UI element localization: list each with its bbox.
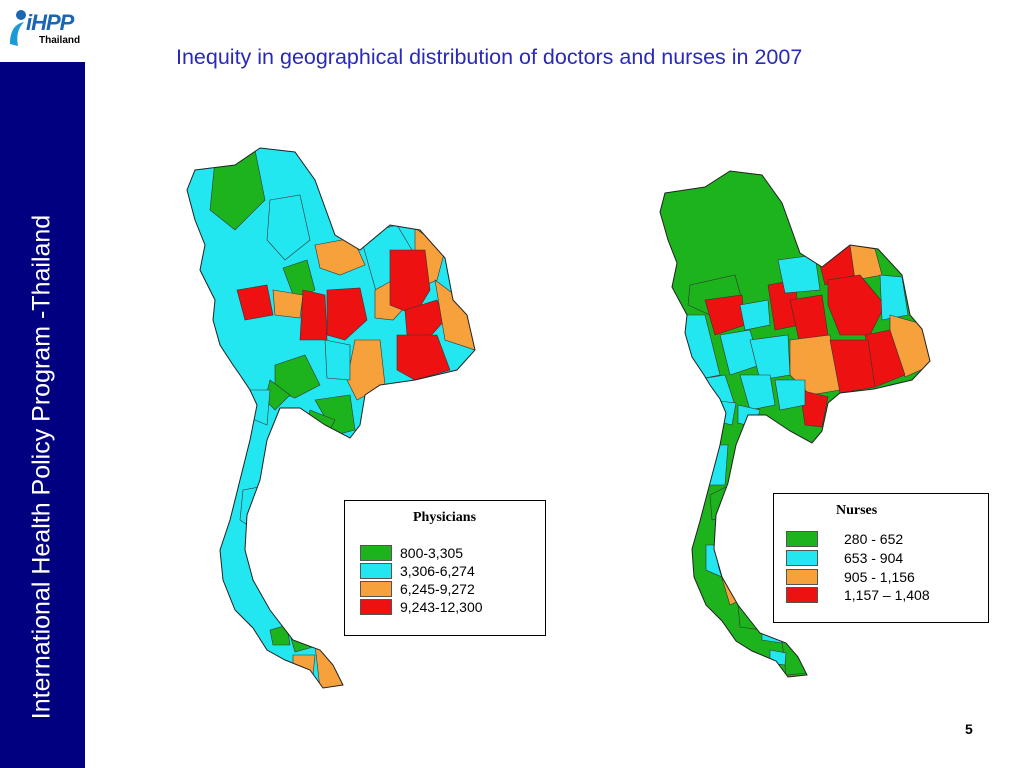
legend-item: 905 - 1,156 [786, 568, 915, 586]
nurses-map [659, 170, 931, 678]
legend-swatch [786, 587, 818, 603]
legend-title: Physicians [413, 510, 477, 525]
ihpp-logo: iHPP Thailand [4, 4, 84, 58]
sidebar-title: International Health Policy Program -Tha… [27, 214, 56, 720]
legend-item: 653 - 904 [786, 549, 903, 567]
legend-label: 905 - 1,156 [844, 569, 915, 585]
logo-mark-icon [10, 10, 26, 46]
logo-wordmark: iHPP [26, 10, 74, 35]
legend-swatch [360, 563, 392, 579]
nurses-legend: Nurses 280 - 652 653 - 904 905 - 1,156 1… [773, 493, 989, 623]
page-number: 5 [965, 721, 973, 737]
legend-label: 800-3,305 [400, 545, 464, 561]
legend-label: 653 - 904 [844, 550, 904, 566]
legend-swatch [360, 581, 392, 597]
logo-subtitle: Thailand [39, 35, 81, 46]
legend-swatch [786, 569, 818, 585]
sidebar-band: International Health Policy Program -Tha… [0, 62, 85, 768]
physicians-legend: Physicians 800-3,305 3,306-6,274 6,245-9… [344, 500, 546, 636]
slide-title: Inequity in geographical distribution of… [176, 45, 803, 69]
legend-label: 280 - 652 [844, 531, 904, 547]
legend-title: Nurses [836, 503, 878, 518]
legend-item: 9,243-12,300 [360, 598, 483, 616]
legend-item: 800-3,305 [360, 544, 463, 562]
legend-label: 9,243-12,300 [400, 599, 483, 615]
legend-swatch [786, 531, 818, 547]
legend-label: 3,306-6,274 [400, 563, 475, 579]
legend-label: 1,157 – 1,408 [844, 587, 930, 603]
legend-item: 1,157 – 1,408 [786, 586, 930, 604]
legend-swatch [360, 545, 392, 561]
legend-swatch [360, 599, 392, 615]
legend-item: 6,245-9,272 [360, 580, 475, 598]
legend-label: 6,245-9,272 [400, 581, 475, 597]
legend-item: 3,306-6,274 [360, 562, 475, 580]
legend-swatch [786, 550, 818, 566]
legend-item: 280 - 652 [786, 530, 903, 548]
